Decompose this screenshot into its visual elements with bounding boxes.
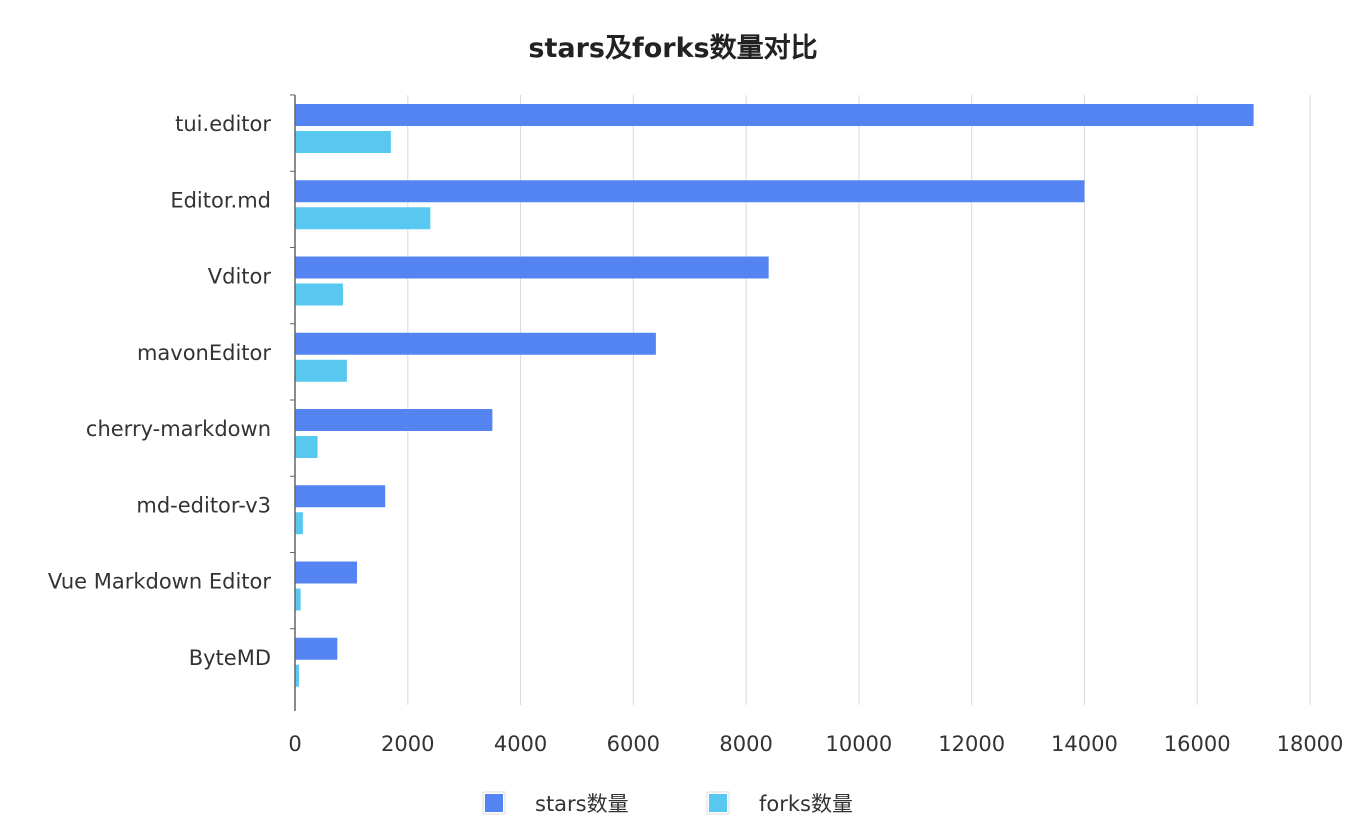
- x-tick-label: 2000: [381, 732, 434, 756]
- legend-label: stars数量: [535, 792, 629, 816]
- legend: stars数量 forks数量: [482, 791, 853, 816]
- y-category-label: tui.editor: [175, 112, 271, 136]
- legend-swatch: [709, 794, 727, 812]
- stars-bar: [295, 332, 656, 355]
- stars-bar: [295, 409, 493, 431]
- stars-bar: [295, 104, 1254, 126]
- y-category-label: Vditor: [208, 265, 272, 289]
- x-tick-label: 14000: [1051, 732, 1118, 756]
- forks-bar: [295, 283, 343, 306]
- forks-bar: [295, 207, 431, 230]
- forks-bar: [295, 436, 318, 458]
- forks-bar: [295, 512, 303, 535]
- forks-bar: [295, 588, 301, 611]
- x-tick-label: 8000: [719, 732, 772, 756]
- forks-bar: [295, 359, 347, 382]
- y-category-label: Editor.md: [170, 188, 271, 212]
- x-tick-label: 4000: [494, 732, 547, 756]
- x-tick-label: 12000: [938, 732, 1005, 756]
- forks-bar: [295, 664, 299, 687]
- x-tick-label: 18000: [1277, 732, 1344, 756]
- y-category-label: cherry-markdown: [86, 417, 271, 441]
- x-tick-label: 6000: [607, 732, 660, 756]
- stars-bar: [295, 485, 386, 508]
- stars-bar: [295, 180, 1085, 203]
- bars: [295, 104, 1254, 687]
- y-category-label: Vue Markdown Editor: [48, 570, 271, 594]
- forks-bar: [295, 131, 391, 153]
- x-tick-label: 0: [288, 732, 301, 756]
- chart-title: stars及forks数量对比: [528, 33, 818, 64]
- y-category-label: ByteMD: [189, 646, 271, 670]
- y-category-label: mavonEditor: [137, 341, 271, 365]
- legend-label: forks数量: [759, 792, 853, 816]
- x-tick-label: 10000: [825, 732, 892, 756]
- stars-bar: [295, 637, 338, 660]
- x-tick-label: 16000: [1164, 732, 1231, 756]
- legend-item: forks数量: [706, 791, 853, 816]
- legend-swatch: [485, 794, 503, 812]
- axes: 0 2000 4000 6000 8000 10000 12000 14000 16000 180…: [48, 94, 1344, 756]
- y-category-label: md-editor-v3: [136, 493, 271, 517]
- stars-bar: [295, 561, 358, 584]
- legend-item: stars数量: [482, 791, 629, 816]
- stars-bar: [295, 256, 769, 279]
